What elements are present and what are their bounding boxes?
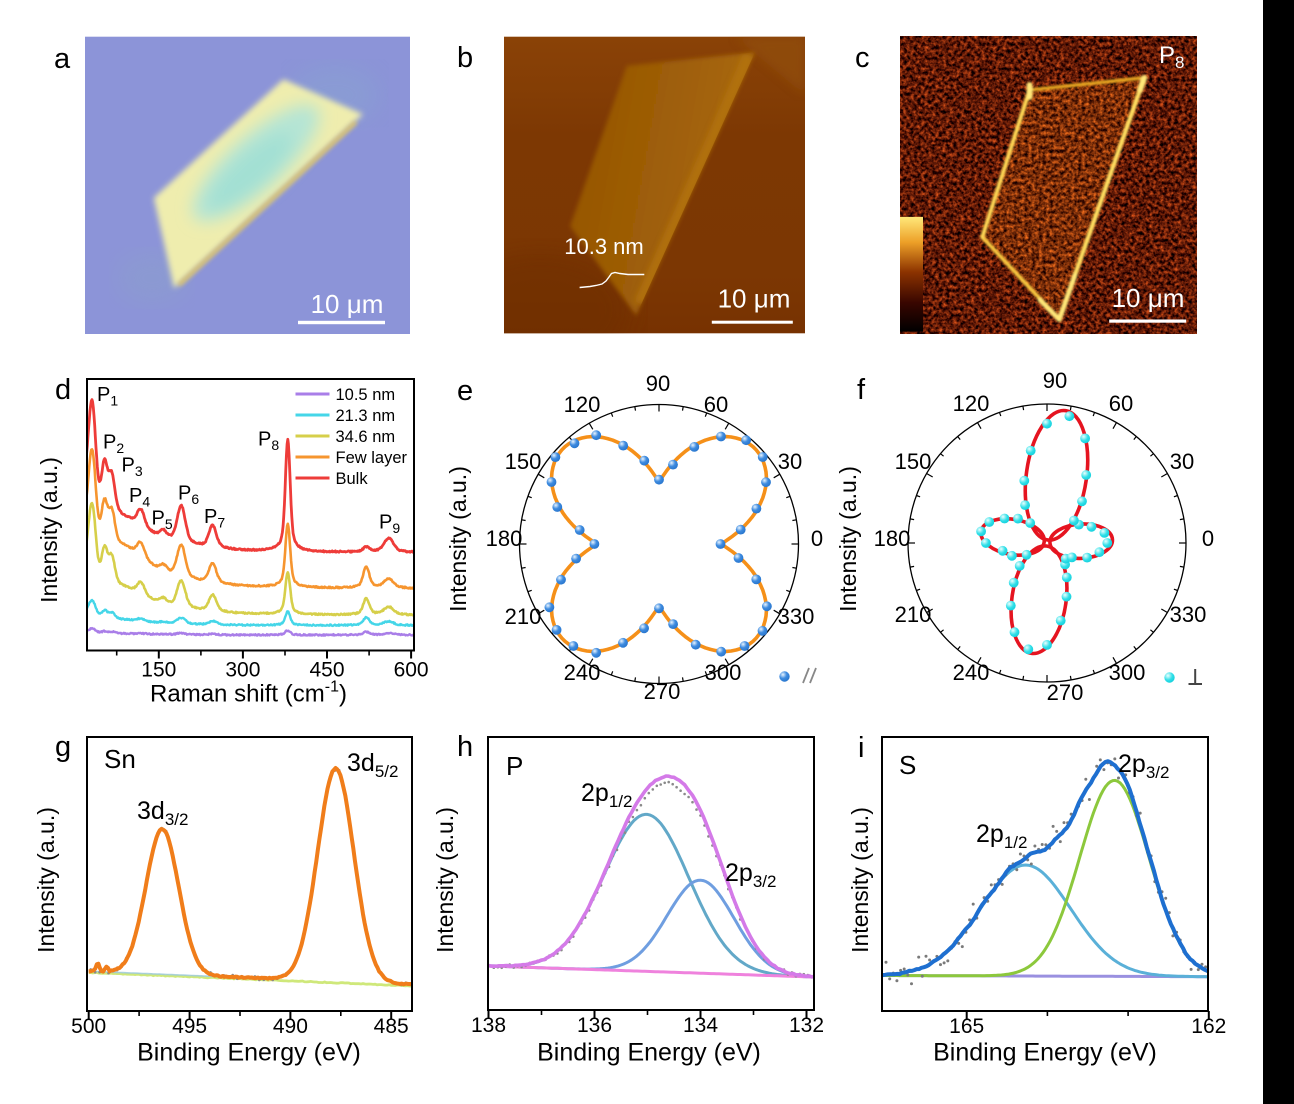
svg-text:300: 300	[1109, 660, 1146, 685]
svg-text:162: 162	[1191, 1015, 1226, 1038]
svg-text:2p1/2: 2p1/2	[976, 820, 1027, 852]
svg-text:Intensity (a.u.): Intensity (a.u.)	[835, 466, 861, 612]
svg-text:60: 60	[1109, 391, 1133, 416]
svg-text:Binding Energy (eV): Binding Energy (eV)	[933, 1039, 1157, 1067]
svg-text:P6: P6	[178, 483, 199, 508]
svg-text:30: 30	[1170, 449, 1194, 474]
svg-text:210: 210	[895, 602, 932, 627]
svg-text:330: 330	[1170, 602, 1207, 627]
svg-text:0: 0	[1202, 526, 1214, 551]
svg-text:Bulk: Bulk	[336, 470, 369, 488]
svg-text:i: i	[858, 732, 864, 764]
svg-text:Intensity (a.u.): Intensity (a.u.)	[33, 807, 59, 953]
svg-text:f: f	[857, 374, 866, 406]
svg-text:30: 30	[778, 449, 802, 474]
svg-text:300: 300	[225, 659, 260, 682]
svg-text:136: 136	[577, 1014, 612, 1037]
svg-text:132: 132	[789, 1014, 824, 1037]
svg-text:Intensity (a.u.): Intensity (a.u.)	[36, 457, 62, 603]
svg-text:10 μm: 10 μm	[718, 284, 791, 314]
svg-text:495: 495	[172, 1015, 207, 1038]
svg-text:120: 120	[564, 392, 601, 417]
svg-text:P: P	[506, 751, 523, 781]
svg-text:270: 270	[1047, 680, 1084, 705]
svg-text:Binding Energy (eV): Binding Energy (eV)	[137, 1039, 361, 1067]
svg-text:150: 150	[895, 449, 932, 474]
svg-text:Intensity (a.u.): Intensity (a.u.)	[847, 807, 873, 953]
svg-text:165: 165	[949, 1015, 984, 1038]
svg-text:450: 450	[309, 659, 344, 682]
svg-text:g: g	[55, 731, 71, 763]
svg-text:P7: P7	[204, 506, 225, 531]
svg-text:270: 270	[644, 679, 681, 704]
svg-text:600: 600	[394, 659, 429, 682]
svg-text:Intensity (a.u.): Intensity (a.u.)	[445, 466, 471, 612]
svg-text:330: 330	[778, 604, 815, 629]
svg-text:485: 485	[374, 1015, 409, 1038]
svg-text:Few layer: Few layer	[336, 449, 408, 467]
svg-text:21.3 nm: 21.3 nm	[336, 407, 396, 425]
svg-text:10 μm: 10 μm	[311, 289, 384, 319]
svg-text:2p3/2: 2p3/2	[725, 859, 776, 891]
svg-text:10 μm: 10 μm	[1112, 283, 1185, 313]
svg-text:90: 90	[646, 371, 670, 396]
svg-text:90: 90	[1043, 368, 1067, 393]
svg-text:h: h	[457, 731, 473, 763]
svg-text:c: c	[855, 42, 870, 74]
svg-text:134: 134	[683, 1014, 718, 1037]
svg-text:a: a	[54, 43, 71, 75]
svg-text:P1: P1	[97, 384, 118, 409]
svg-text:138: 138	[471, 1014, 506, 1037]
svg-text:P2: P2	[103, 432, 124, 457]
svg-text:180: 180	[486, 526, 523, 551]
svg-text:240: 240	[564, 660, 601, 685]
svg-text:150: 150	[141, 659, 176, 682]
svg-text:P5: P5	[152, 508, 173, 533]
svg-text:300: 300	[705, 660, 742, 685]
svg-text:0: 0	[811, 526, 823, 551]
svg-text:240: 240	[953, 660, 990, 685]
svg-text:150: 150	[505, 449, 542, 474]
svg-text:3d5/2: 3d5/2	[347, 749, 398, 781]
svg-text:490: 490	[273, 1015, 308, 1038]
svg-text:P4: P4	[129, 485, 150, 510]
svg-text:d: d	[55, 374, 71, 406]
svg-text:180: 180	[874, 526, 911, 551]
svg-text:2p1/2: 2p1/2	[581, 779, 632, 811]
svg-text:60: 60	[704, 392, 728, 417]
svg-text:P8: P8	[258, 429, 279, 454]
svg-text:P3: P3	[122, 455, 143, 480]
svg-text:34.6 nm: 34.6 nm	[336, 428, 396, 446]
svg-text:3d3/2: 3d3/2	[137, 797, 188, 829]
svg-text:S: S	[899, 750, 916, 780]
svg-text:10.5 nm: 10.5 nm	[336, 386, 396, 404]
svg-text:Binding Energy (eV): Binding Energy (eV)	[537, 1039, 761, 1067]
svg-text:P9: P9	[379, 512, 400, 537]
svg-text:Raman shift (cm-1): Raman shift (cm-1)	[150, 679, 347, 708]
svg-text:120: 120	[953, 391, 990, 416]
svg-text:500: 500	[71, 1015, 106, 1038]
svg-text:Intensity (a.u.): Intensity (a.u.)	[432, 807, 458, 953]
svg-text:e: e	[457, 375, 473, 407]
svg-text:2p3/2: 2p3/2	[1118, 750, 1169, 782]
svg-text:10.3 nm: 10.3 nm	[564, 234, 644, 259]
svg-text:b: b	[457, 42, 473, 74]
svg-text:210: 210	[505, 604, 542, 629]
svg-text:Sn: Sn	[104, 744, 136, 774]
